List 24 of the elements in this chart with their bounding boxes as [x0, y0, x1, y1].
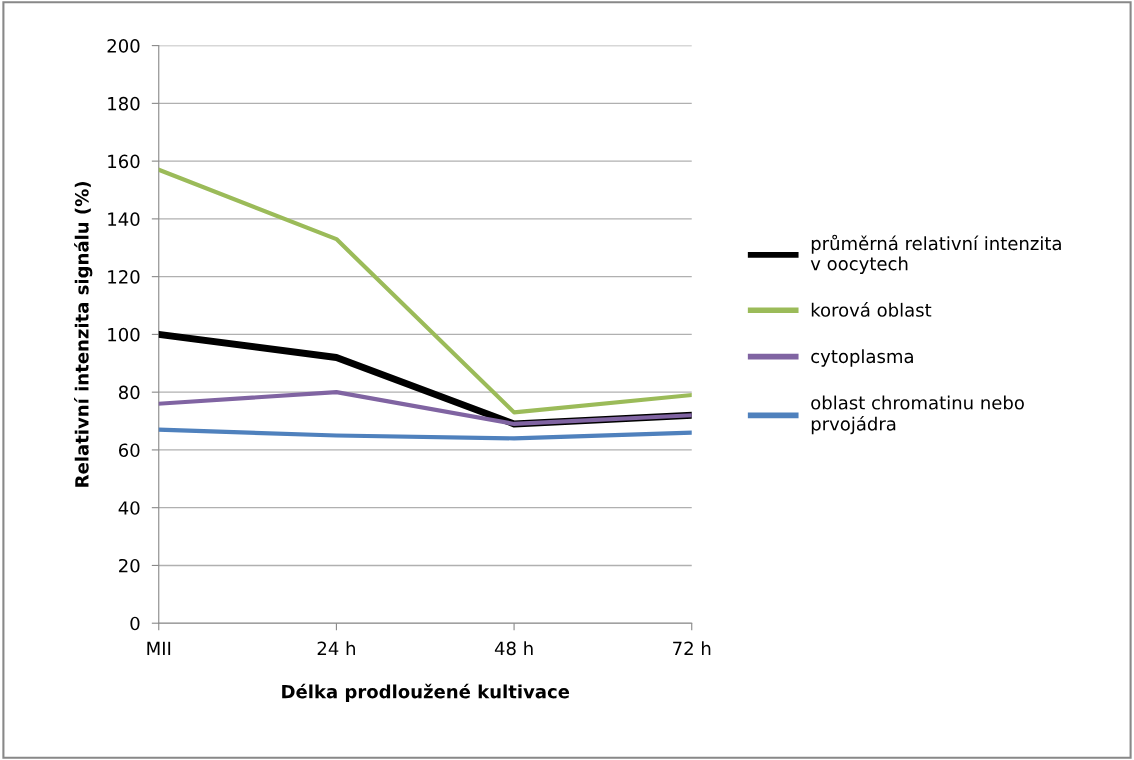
y-tick-label: 200: [107, 39, 140, 53]
y-tick-label: 180: [108, 96, 140, 111]
y-tick-label: 40: [118, 501, 140, 515]
legend-label: oblast chromatinu nebo prvojádra: [811, 395, 1024, 435]
line-series: [158, 427, 692, 441]
y-tick-label: 120: [108, 270, 140, 284]
y-tick-label: 100: [108, 327, 140, 342]
x-tick-label: MII: [147, 641, 171, 655]
y-tick-label: 60: [118, 443, 140, 458]
line-series: [158, 167, 692, 415]
x-axis-title: Délka prodloužené kultivace: [282, 683, 570, 702]
x-tick-label: 48 h: [494, 641, 533, 656]
y-axis-title: Relativní intenzita signálu (%): [74, 182, 93, 487]
y-tick-label: 160: [108, 154, 140, 169]
y-tick-label: 0: [130, 616, 140, 631]
y-tick-label: 20: [119, 558, 140, 573]
legend-label: cytoplasma: [811, 349, 913, 367]
y-tick-label: 80: [118, 385, 140, 400]
legend-label: korová oblast: [811, 302, 932, 317]
line-series: [158, 390, 692, 427]
x-tick-label: 72 h: [673, 641, 711, 655]
x-tick-label: 24 h: [317, 641, 355, 655]
legend-label: průměrná relativní intenzita v oocytech: [810, 234, 1061, 274]
y-tick-label: 140: [108, 212, 140, 226]
